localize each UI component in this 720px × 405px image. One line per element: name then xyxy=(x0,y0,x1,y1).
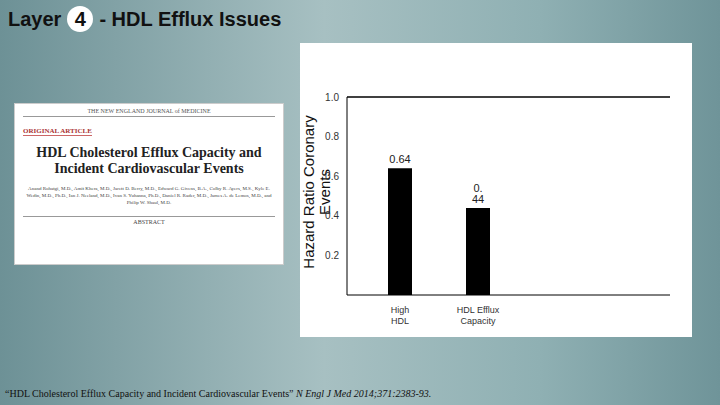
svg-text:1.0: 1.0 xyxy=(325,92,339,103)
svg-text:0.44: 0.44 xyxy=(472,182,484,205)
svg-text:0.2: 0.2 xyxy=(325,250,339,261)
svg-text:Capacity: Capacity xyxy=(460,316,496,326)
svg-text:HDL: HDL xyxy=(391,316,409,326)
svg-text:0.4: 0.4 xyxy=(325,210,339,221)
svg-text:High: High xyxy=(391,305,410,315)
svg-text:0.64: 0.64 xyxy=(389,153,410,165)
svg-text:0.6: 0.6 xyxy=(325,171,339,182)
svg-text:HDL Efflux: HDL Efflux xyxy=(457,305,500,315)
svg-text:0.8: 0.8 xyxy=(325,131,339,142)
